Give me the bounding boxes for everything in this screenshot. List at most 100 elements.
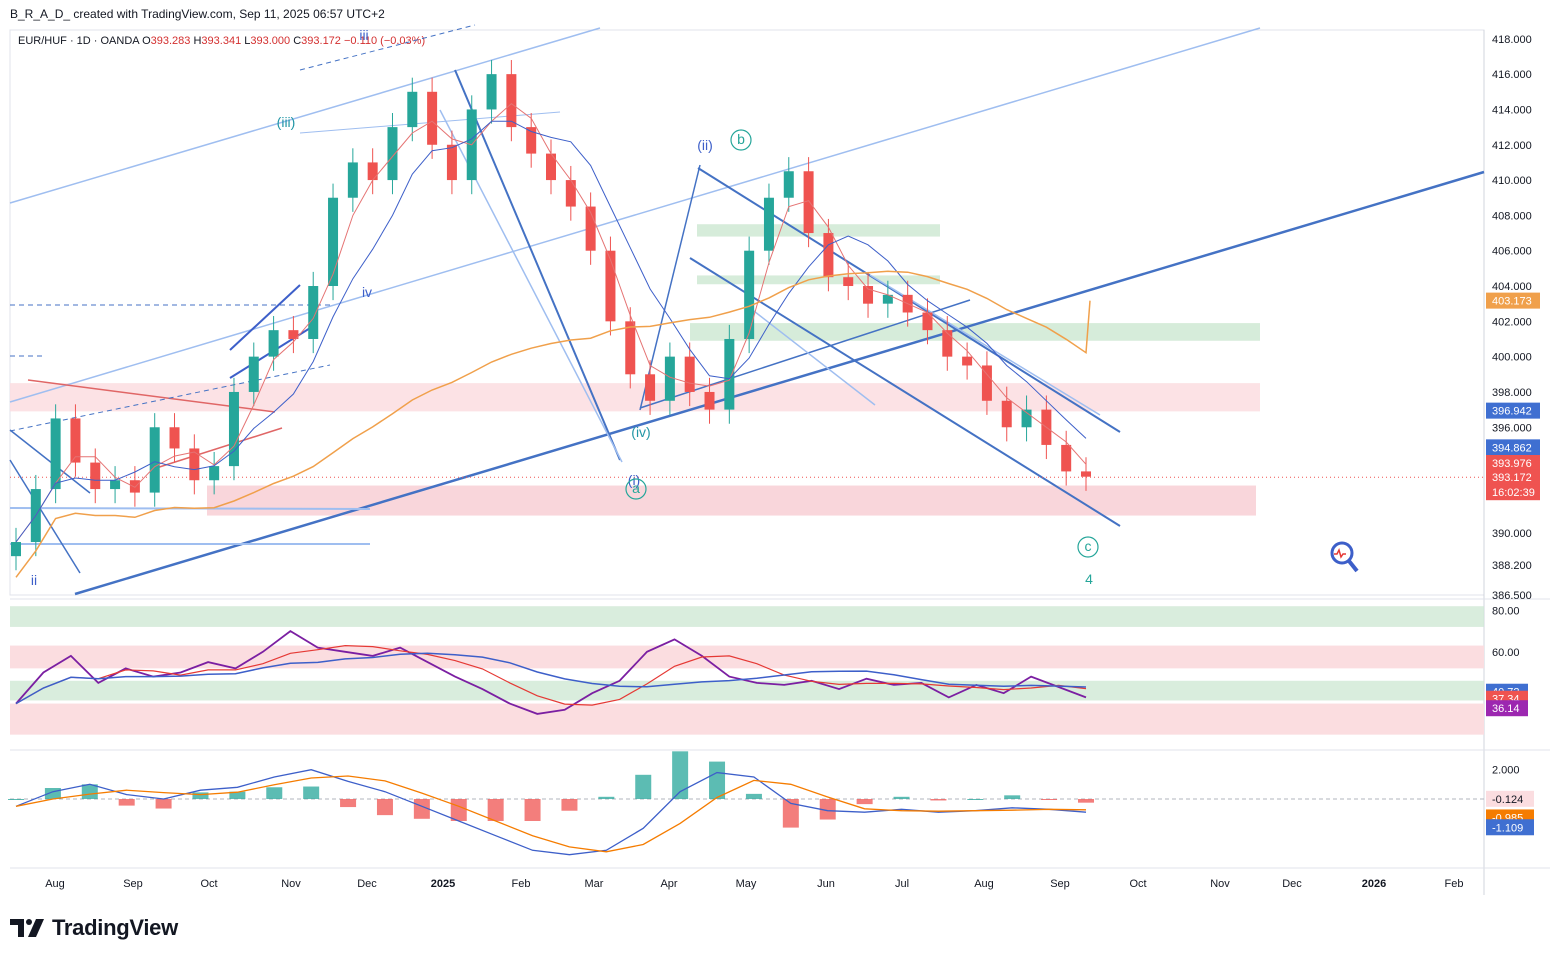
- rsi-line: [15, 630, 1087, 715]
- macd-histogram-bar: [635, 774, 652, 799]
- macd-histogram-bar: [340, 799, 357, 808]
- macd-histogram-bar: [303, 786, 320, 799]
- wave-label: iii: [359, 27, 368, 43]
- time-axis-label: Oct: [1129, 878, 1146, 890]
- symbol-name[interactable]: EUR/HUF · 1D · OANDA: [18, 35, 140, 47]
- trend-line: [749, 307, 876, 406]
- candle-body: [169, 427, 180, 449]
- open-label: O: [142, 35, 151, 47]
- macd-histogram-bar: [856, 799, 873, 805]
- candle-body: [546, 153, 556, 181]
- macd-histogram-bar: [81, 784, 98, 799]
- candle-body: [744, 250, 755, 339]
- macd-histogram-bar: [782, 799, 799, 828]
- candle-body: [645, 374, 656, 401]
- macd-histogram-bar: [709, 761, 726, 799]
- price-tick-label: 404.000: [1492, 281, 1532, 293]
- dashed-level: [9, 364, 331, 432]
- price-tick-label: 400.000: [1492, 352, 1532, 364]
- low-value: 393.000: [250, 35, 291, 47]
- candle-body: [942, 330, 953, 357]
- price-tick-label: 402.000: [1492, 316, 1532, 328]
- rsi-oversold-zone: [10, 703, 1484, 735]
- price-tick-label: 414.000: [1492, 104, 1532, 116]
- macd-histogram-bar: [1078, 799, 1094, 803]
- low-label: L: [244, 35, 251, 47]
- trend-line: [639, 299, 971, 409]
- price-badge-text: 396.942: [1492, 406, 1532, 418]
- candle-body: [427, 91, 438, 145]
- candle-body: [347, 162, 358, 198]
- trend-line: [9, 459, 81, 574]
- time-axis-label: Jun: [817, 878, 835, 890]
- candle-body: [228, 391, 239, 467]
- tradingview-logo[interactable]: TradingView: [10, 915, 178, 941]
- time-axis-label: Sep: [123, 878, 143, 890]
- price-badge-text: 394.862: [1492, 442, 1532, 454]
- macd-histogram-bar: [44, 788, 61, 799]
- macd-histogram-bar: [155, 799, 172, 809]
- time-axis-label: Aug: [45, 878, 65, 890]
- macd-histogram-bar: [967, 799, 984, 800]
- trend-line: [149, 427, 283, 471]
- ma-mid-line: [15, 120, 1087, 543]
- time-axis-label: Dec: [1282, 878, 1302, 890]
- close-label: C: [293, 35, 302, 47]
- price-badge: [1486, 292, 1540, 309]
- macd-tick-label: 2.000: [1492, 765, 1520, 777]
- candle-body: [704, 391, 715, 410]
- macd-histogram-bar: [413, 799, 430, 819]
- candle-body: [288, 330, 299, 339]
- candle-body: [803, 171, 814, 234]
- magnifier-icon[interactable]: [1330, 541, 1359, 573]
- magnifier-pulse: [1334, 547, 1346, 559]
- candle-body: [981, 365, 992, 401]
- candle-body: [387, 127, 398, 181]
- candle-body: [922, 312, 933, 331]
- trend-line: [9, 27, 601, 204]
- price-tick-label: 390.000: [1492, 528, 1532, 540]
- price-badge-text: 393.976: [1492, 458, 1532, 470]
- macd-histogram-bar: [118, 799, 135, 806]
- time-axis-label: May: [736, 878, 757, 890]
- time-axis-label: Feb: [1445, 878, 1464, 890]
- chart-header: B_R_A_D_ created with TradingView.com, S…: [10, 7, 385, 21]
- price-tick-label: 410.000: [1492, 175, 1532, 187]
- magnifier-handle: [1347, 559, 1359, 573]
- rsi-overbought-zone: [10, 606, 1484, 627]
- candle-body: [70, 418, 81, 463]
- time-axis-label: Sep: [1050, 878, 1070, 890]
- time-axis-label: Aug: [974, 878, 994, 890]
- price-badge: [1486, 469, 1540, 486]
- candle-body: [783, 171, 794, 198]
- candle-body: [90, 462, 101, 490]
- candle-body: [605, 250, 616, 322]
- macd-badge: [1486, 819, 1534, 836]
- candle-body: [585, 206, 596, 251]
- wave-label: (i): [628, 472, 640, 488]
- trend-line: [229, 284, 301, 351]
- supply-zone: [690, 323, 1260, 341]
- candle-body: [328, 197, 339, 287]
- macd-signal-line: [15, 775, 1087, 853]
- rsi-signal-line: [15, 652, 1087, 705]
- candle-body: [407, 91, 418, 128]
- candle-body: [724, 338, 735, 410]
- macd-badge-text: -1.109: [1492, 822, 1523, 834]
- magnifier-ring: [1330, 541, 1354, 565]
- change-value: −0.110 (−0.03%): [343, 35, 426, 47]
- price-tick-label: 396.000: [1492, 422, 1532, 434]
- tradingview-brand: TradingView: [52, 915, 178, 940]
- macd-badge: [1486, 790, 1534, 807]
- candle-body: [110, 480, 121, 490]
- candle-body: [526, 127, 537, 154]
- close-value: 393.172: [301, 35, 341, 47]
- rsi-badge-text: 36.14: [1492, 703, 1520, 715]
- macd-badge-text: -0.124: [1492, 794, 1523, 806]
- price-tick-label: 398.000: [1492, 387, 1532, 399]
- candle-body: [11, 542, 21, 557]
- ma-200-line: [15, 270, 1091, 578]
- macd-histogram-bar: [1041, 799, 1058, 800]
- trend-line: [74, 170, 1485, 596]
